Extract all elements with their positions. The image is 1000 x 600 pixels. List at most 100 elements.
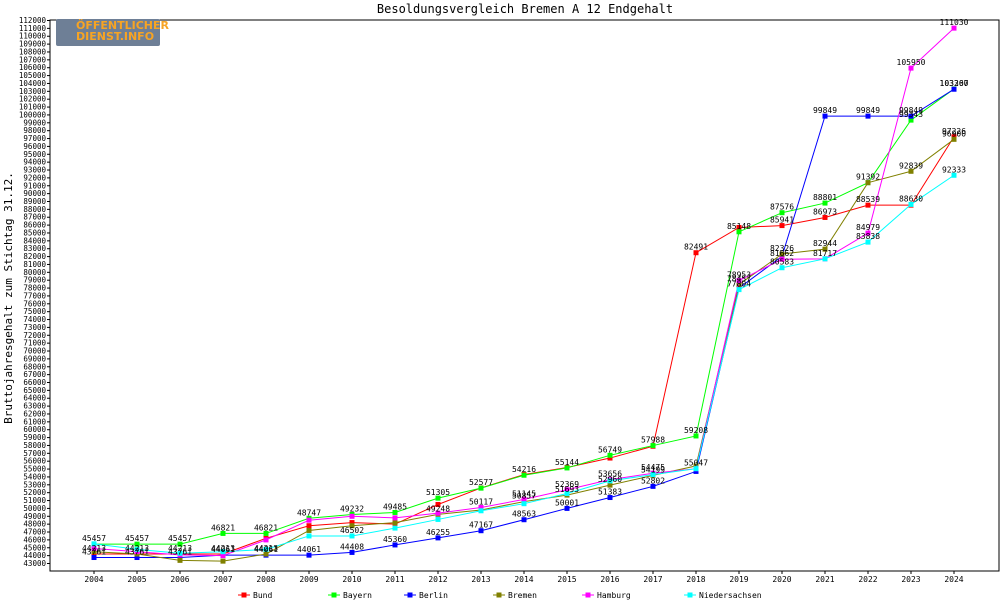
data-point-hamburg xyxy=(779,256,785,262)
data-point-hamburg xyxy=(951,25,957,31)
y-tick-label: 64000 xyxy=(23,394,46,403)
y-tick-label: 73000 xyxy=(23,323,46,332)
data-label: 82944 xyxy=(813,239,837,248)
data-point-bayern xyxy=(693,433,699,439)
data-label: 54475 xyxy=(641,463,665,472)
data-label: 54216 xyxy=(512,465,536,474)
data-label: 47167 xyxy=(469,521,493,530)
y-tick-label: 72000 xyxy=(23,331,46,340)
legend-marker-bayern xyxy=(331,592,337,598)
y-tick-label: 104000 xyxy=(19,79,47,88)
y-tick-label: 45000 xyxy=(23,543,46,552)
data-label: 81717 xyxy=(813,249,837,258)
data-label: 44408 xyxy=(340,542,364,551)
data-label: 80583 xyxy=(770,258,794,267)
data-label: 49248 xyxy=(426,504,450,513)
data-label: 45360 xyxy=(383,535,407,544)
data-label: 92333 xyxy=(942,165,966,174)
data-point-berlin xyxy=(306,552,312,558)
series-line-berlin xyxy=(94,88,955,559)
legend-label-bremen: Bremen xyxy=(508,591,537,600)
data-point-bremen xyxy=(779,251,785,257)
data-point-bayern xyxy=(478,485,484,491)
data-label: 46821 xyxy=(211,523,235,532)
data-point-niedersachsen xyxy=(822,256,828,262)
y-tick-label: 49000 xyxy=(23,512,46,521)
data-point-berlin xyxy=(908,113,914,119)
data-label: 56749 xyxy=(598,445,622,454)
x-tick-label: 2021 xyxy=(815,575,834,584)
data-point-bund xyxy=(736,224,742,230)
y-tick-label: 60000 xyxy=(23,425,46,434)
y-tick-label: 59000 xyxy=(23,433,46,442)
data-point-bremen xyxy=(607,482,613,488)
data-point-niedersachsen xyxy=(177,550,183,556)
data-label: 81662 xyxy=(770,249,794,258)
data-label: 96900 xyxy=(942,129,966,138)
legend-marker-hamburg xyxy=(585,592,591,598)
x-tick-label: 2022 xyxy=(858,575,877,584)
data-label: 99849 xyxy=(899,106,923,115)
y-tick-label: 83000 xyxy=(23,244,46,253)
y-tick-label: 51000 xyxy=(23,496,46,505)
data-point-niedersachsen xyxy=(220,549,226,555)
data-label: 87576 xyxy=(770,203,794,212)
data-label: 78457 xyxy=(727,274,751,283)
x-tick-label: 2014 xyxy=(514,575,533,584)
data-label: 97226 xyxy=(942,127,966,136)
data-label: 57988 xyxy=(641,436,665,445)
y-tick-label: 91000 xyxy=(23,181,46,190)
legend-label-berlin: Berlin xyxy=(419,591,448,600)
y-tick-label: 56000 xyxy=(23,457,46,466)
data-label: 84979 xyxy=(856,223,880,232)
y-tick-label: 77000 xyxy=(23,291,46,300)
data-point-bayern xyxy=(392,509,398,515)
y-tick-label: 81000 xyxy=(23,260,46,269)
data-point-niedersachsen xyxy=(349,533,355,539)
data-label: 43761 xyxy=(82,548,106,557)
data-point-bremen xyxy=(908,168,914,174)
y-tick-label: 52000 xyxy=(23,488,46,497)
data-point-hamburg xyxy=(564,487,570,493)
x-tick-label: 2007 xyxy=(213,575,232,584)
data-point-bremen xyxy=(91,549,97,555)
legend-marker-bund xyxy=(241,592,247,598)
data-point-bayern xyxy=(908,117,914,123)
data-point-berlin xyxy=(951,86,957,92)
data-point-hamburg xyxy=(91,546,97,552)
y-tick-label: 105000 xyxy=(19,71,47,80)
y-tick-label: 78000 xyxy=(23,284,46,293)
y-tick-label: 99000 xyxy=(23,118,46,127)
data-label: 83838 xyxy=(856,232,880,241)
data-point-niedersachsen xyxy=(779,265,785,271)
data-label: 44213 xyxy=(125,544,149,553)
data-label: 103300 xyxy=(940,79,969,88)
data-label: 51383 xyxy=(598,488,622,497)
data-point-niedersachsen xyxy=(478,508,484,514)
data-label: 49485 xyxy=(383,502,407,511)
data-point-bayern xyxy=(220,530,226,536)
data-point-bayern xyxy=(177,541,183,547)
data-point-bayern xyxy=(779,210,785,216)
data-point-berlin xyxy=(91,555,97,561)
data-label: 55047 xyxy=(684,459,708,468)
legend-marker-berlin xyxy=(407,592,413,598)
data-label: 44061 xyxy=(297,545,321,554)
y-tick-label: 48000 xyxy=(23,520,46,529)
data-label: 50857 xyxy=(512,492,536,501)
legend-label-hamburg: Hamburg xyxy=(597,591,631,600)
data-point-niedersachsen xyxy=(564,490,570,496)
data-point-bremen xyxy=(306,527,312,533)
y-tick-label: 87000 xyxy=(23,213,46,222)
y-tick-label: 66000 xyxy=(23,378,46,387)
data-label: 49232 xyxy=(340,504,364,513)
data-label: 88630 xyxy=(899,194,923,203)
x-tick-label: 2018 xyxy=(686,575,705,584)
data-label: 51145 xyxy=(512,489,536,498)
y-tick-label: 62000 xyxy=(23,409,46,418)
y-tick-label: 55000 xyxy=(23,465,46,474)
data-point-bremen xyxy=(693,463,699,469)
x-tick-label: 2006 xyxy=(170,575,189,584)
data-point-bayern xyxy=(435,495,441,501)
